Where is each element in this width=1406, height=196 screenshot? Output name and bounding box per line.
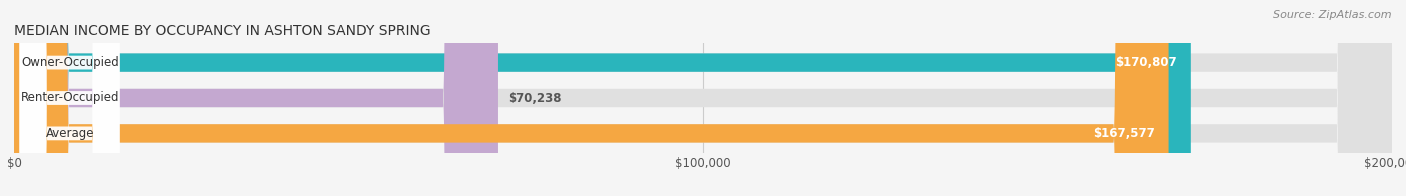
FancyBboxPatch shape: [20, 0, 120, 196]
FancyBboxPatch shape: [14, 0, 1392, 196]
Text: Renter-Occupied: Renter-Occupied: [21, 92, 120, 104]
Text: Average: Average: [45, 127, 94, 140]
FancyBboxPatch shape: [14, 0, 498, 196]
Text: $70,238: $70,238: [509, 92, 562, 104]
Text: Source: ZipAtlas.com: Source: ZipAtlas.com: [1274, 10, 1392, 20]
Text: $170,807: $170,807: [1115, 56, 1177, 69]
FancyBboxPatch shape: [14, 0, 1168, 196]
FancyBboxPatch shape: [14, 0, 1392, 196]
FancyBboxPatch shape: [20, 0, 120, 196]
FancyBboxPatch shape: [14, 0, 1392, 196]
Text: $167,577: $167,577: [1092, 127, 1154, 140]
FancyBboxPatch shape: [20, 0, 120, 196]
Text: MEDIAN INCOME BY OCCUPANCY IN ASHTON SANDY SPRING: MEDIAN INCOME BY OCCUPANCY IN ASHTON SAN…: [14, 24, 430, 38]
FancyBboxPatch shape: [14, 0, 1191, 196]
Text: Owner-Occupied: Owner-Occupied: [21, 56, 118, 69]
